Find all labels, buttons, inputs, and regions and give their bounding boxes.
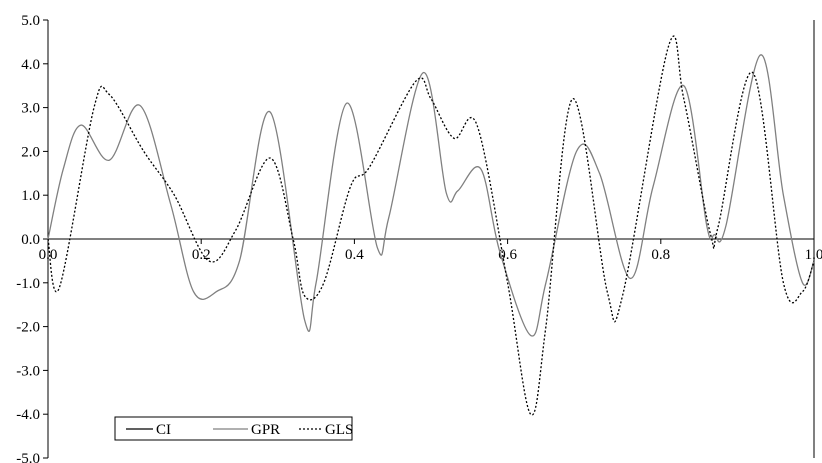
y-tick-label: 5.0	[21, 13, 40, 29]
legend-label-ci: CI	[156, 422, 171, 438]
y-tick-label: 2.0	[21, 144, 40, 160]
y-tick-label: 4.0	[21, 57, 40, 73]
y-tick-label: -2.0	[16, 320, 40, 336]
legend-label-gls: GLS	[325, 422, 353, 438]
y-tick-label: -3.0	[16, 363, 40, 379]
y-axis: 5.0 4.0 3.0 2.0 1.0 0.0 -1.0 -2.0 -3.0 -4.0 -5.0	[16, 13, 48, 463]
x-tick-label: 0.2	[192, 247, 211, 263]
x-tick-label: 1.0	[805, 247, 822, 263]
x-tick-label: 0.6	[498, 247, 517, 263]
y-tick-label: 3.0	[21, 101, 40, 117]
y-tick-label: -1.0	[16, 276, 40, 292]
y-tick-label: 1.0	[21, 188, 40, 204]
y-tick-label: -4.0	[16, 407, 40, 423]
legend: CI GPR GLS	[114, 416, 353, 441]
legend-label-gpr: GPR	[251, 422, 280, 438]
x-tick-label: 0.0	[39, 247, 58, 263]
series-line-gpr	[47, 54, 815, 337]
series-line-gls	[47, 35, 815, 416]
series-layer	[47, 35, 815, 416]
x-tick-label: 0.4	[345, 247, 364, 263]
y-tick-label: 0.0	[21, 232, 40, 248]
x-axis: 0.0 0.2 0.4 0.6 0.8 1.0	[39, 238, 822, 263]
y-tick-label: -5.0	[16, 451, 40, 463]
x-tick-label: 0.8	[651, 247, 670, 263]
